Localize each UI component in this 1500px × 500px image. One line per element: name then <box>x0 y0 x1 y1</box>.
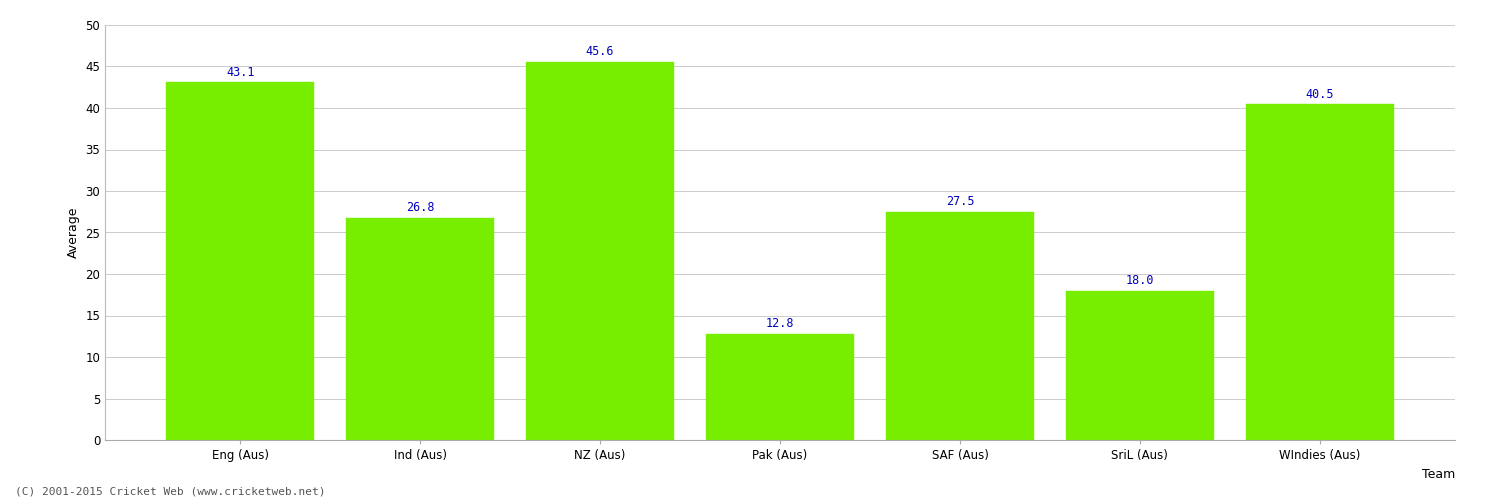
Bar <box>706 334 854 440</box>
Bar <box>166 82 314 440</box>
Bar <box>1066 290 1214 440</box>
Text: 12.8: 12.8 <box>765 318 795 330</box>
Text: 27.5: 27.5 <box>945 196 974 208</box>
Bar <box>346 218 494 440</box>
X-axis label: Team: Team <box>1422 468 1455 480</box>
Y-axis label: Average: Average <box>66 207 80 258</box>
Text: 43.1: 43.1 <box>226 66 255 79</box>
Text: 40.5: 40.5 <box>1305 88 1334 101</box>
Bar <box>886 212 1034 440</box>
Text: 45.6: 45.6 <box>586 45 615 58</box>
Bar <box>1246 104 1394 440</box>
Bar <box>526 62 674 440</box>
Text: 26.8: 26.8 <box>406 201 435 214</box>
Text: (C) 2001-2015 Cricket Web (www.cricketweb.net): (C) 2001-2015 Cricket Web (www.cricketwe… <box>15 487 326 497</box>
Text: 18.0: 18.0 <box>1125 274 1154 287</box>
